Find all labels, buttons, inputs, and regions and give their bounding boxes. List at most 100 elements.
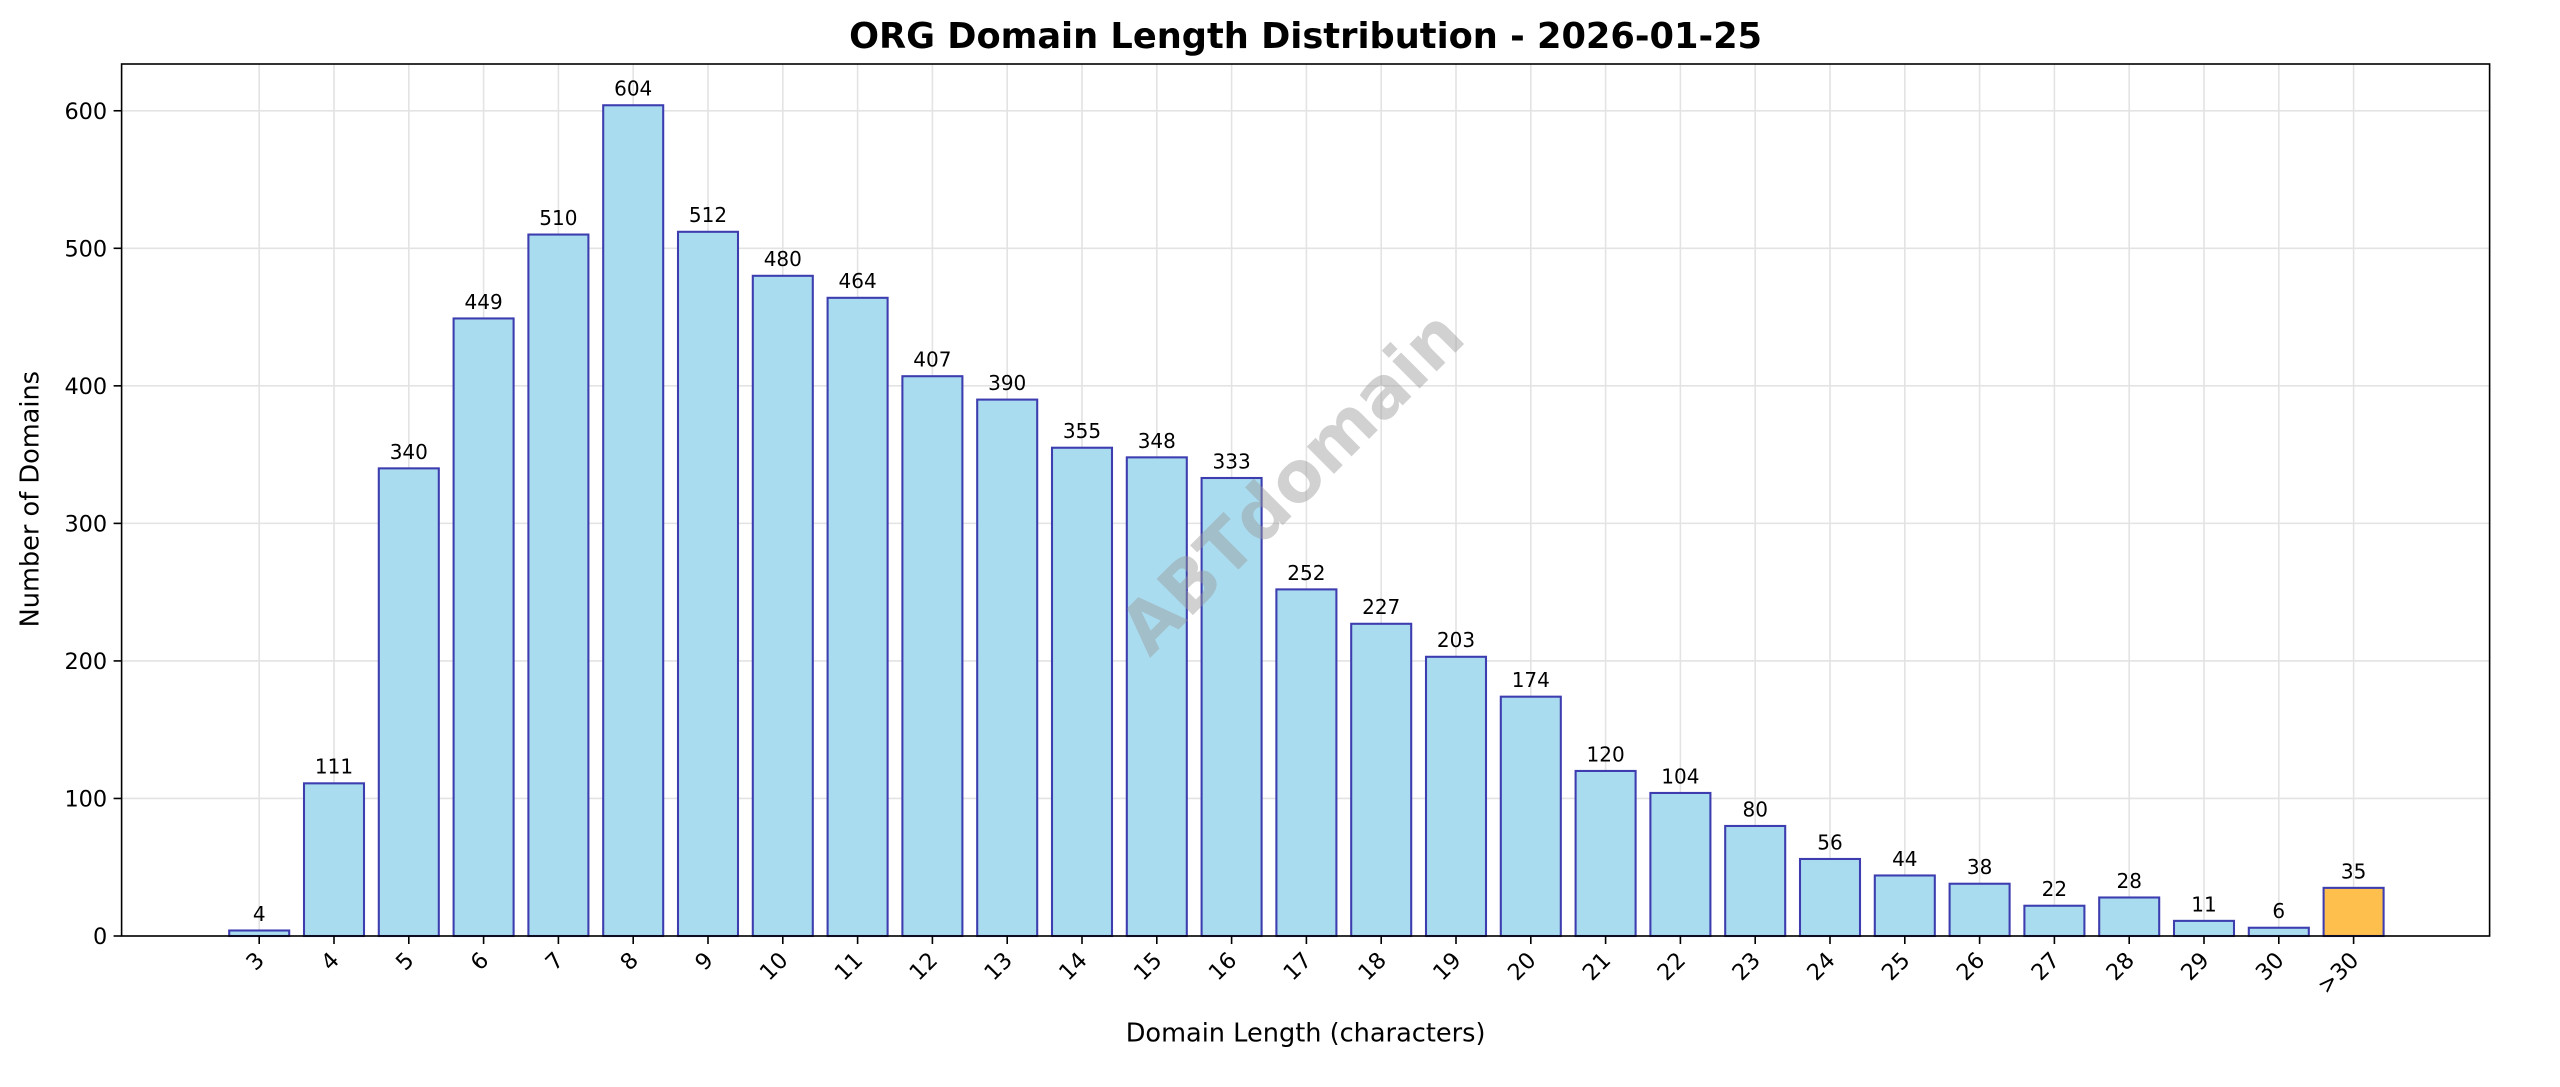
x-tick-label: 25 xyxy=(1877,947,1916,986)
x-tick-label: 12 xyxy=(905,947,944,986)
x-tick-label: 14 xyxy=(1054,947,1093,986)
bar-29 xyxy=(2172,919,2236,938)
x-tick-label: 10 xyxy=(755,947,794,986)
data-label: 28 xyxy=(2116,869,2141,893)
bar-8 xyxy=(602,104,665,938)
x-ticks: 3 4 5 6 7 8 9 10 11 12 13 14 15 16 17 18 19 20 21 22 23 24 25 2… xyxy=(241,936,2364,999)
data-label: 174 xyxy=(1512,668,1550,692)
x-tick-label: >30 xyxy=(2312,947,2364,999)
data-label: 407 xyxy=(913,348,951,372)
data-label: 56 xyxy=(1817,830,1842,854)
x-tick-label: 5 xyxy=(391,947,419,975)
x-tick-label: 29 xyxy=(2176,947,2215,986)
data-label: 348 xyxy=(1138,429,1176,453)
bar-11 xyxy=(826,296,889,938)
bar-17 xyxy=(1275,588,1338,938)
bar-7 xyxy=(527,233,590,938)
data-label: 464 xyxy=(839,269,877,293)
data-label: 104 xyxy=(1661,764,1699,788)
x-tick-label: 22 xyxy=(1653,947,1692,986)
data-label: 80 xyxy=(1742,797,1767,821)
x-tick-label: 21 xyxy=(1578,947,1617,986)
bar-16 xyxy=(1200,476,1263,938)
x-tick-label: 24 xyxy=(1802,947,1841,986)
plot-frame xyxy=(120,63,2491,937)
bar-15 xyxy=(1125,456,1188,938)
bar-9 xyxy=(676,230,740,938)
bar-28 xyxy=(2098,896,2161,938)
bar-21 xyxy=(1574,769,1637,938)
data-label: 38 xyxy=(1967,855,1992,879)
bar-23 xyxy=(1724,824,1787,938)
bars xyxy=(228,104,2385,938)
x-tick-label: 18 xyxy=(1353,947,1392,986)
x-tick-label: 26 xyxy=(1952,947,1991,986)
data-label: 512 xyxy=(689,203,727,227)
y-ticks: 0 100 200 300 400 500 600 xyxy=(64,99,122,950)
data-label: 6 xyxy=(2272,899,2285,923)
data-label: 120 xyxy=(1587,742,1625,766)
y-tick-label: 400 xyxy=(64,374,107,400)
data-label: 449 xyxy=(465,290,503,314)
x-tick-label: 19 xyxy=(1428,947,1467,986)
bar-27 xyxy=(2023,904,2086,938)
data-label: 35 xyxy=(2341,859,2366,883)
bar-10 xyxy=(751,274,814,938)
bar-14 xyxy=(1050,446,1114,938)
data-label: 22 xyxy=(2042,877,2067,901)
x-tick-label: 23 xyxy=(1727,947,1766,986)
bar-20 xyxy=(1499,695,1562,938)
x-tick-label: 4 xyxy=(316,947,344,975)
x-tick-label: 13 xyxy=(979,947,1018,986)
data-label: 44 xyxy=(1892,847,1917,871)
y-tick-label: 500 xyxy=(64,236,107,262)
bar-22 xyxy=(1649,791,1712,938)
bar-25 xyxy=(1873,874,1936,938)
data-label: 355 xyxy=(1063,419,1101,443)
bar-30 xyxy=(2247,926,2310,938)
bar->30 xyxy=(2322,886,2385,938)
data-label: 227 xyxy=(1362,595,1400,619)
bar-19 xyxy=(1424,655,1488,938)
x-tick-label: 15 xyxy=(1129,947,1168,986)
x-tick-label: 7 xyxy=(541,947,569,975)
y-axis-label: Number of Domains xyxy=(15,371,45,627)
y-tick-label: 600 xyxy=(64,99,107,125)
data-label: 203 xyxy=(1437,628,1475,652)
y-tick-label: 100 xyxy=(64,786,107,812)
y-tick-label: 0 xyxy=(93,924,107,950)
x-axis-label: Domain Length (characters) xyxy=(1126,1019,1486,1049)
bar-26 xyxy=(1948,882,2011,938)
data-label: 390 xyxy=(988,371,1026,395)
x-tick-label: 3 xyxy=(241,947,269,975)
data-labels: 4 111 340 449 510 604 512 480 464 407 390 355 348 333… xyxy=(253,77,2366,926)
data-label: 11 xyxy=(2191,892,2216,916)
bar-13 xyxy=(976,398,1039,938)
x-tick-label: 28 xyxy=(2101,947,2140,986)
x-tick-label: 27 xyxy=(2027,947,2066,986)
x-tick-label: 17 xyxy=(1279,947,1318,986)
data-label: 480 xyxy=(764,247,802,271)
y-tick-label: 200 xyxy=(64,649,107,675)
data-label: 510 xyxy=(539,206,577,230)
data-label: 252 xyxy=(1287,561,1325,585)
bar-12 xyxy=(901,375,964,938)
data-label: 604 xyxy=(614,77,652,101)
x-tick-label: 8 xyxy=(615,947,643,975)
bar-6 xyxy=(452,317,515,938)
x-tick-label: 6 xyxy=(466,947,494,975)
data-label: 4 xyxy=(253,902,266,926)
x-tick-label: 9 xyxy=(690,947,718,975)
data-label: 333 xyxy=(1213,449,1251,473)
y-tick-label: 300 xyxy=(64,511,107,537)
data-label: 111 xyxy=(315,755,353,779)
bar-4 xyxy=(302,782,366,938)
x-tick-label: 20 xyxy=(1503,947,1542,986)
data-label: 340 xyxy=(390,440,428,464)
bar-3 xyxy=(228,929,291,938)
x-tick-label: 16 xyxy=(1204,947,1243,986)
bar-5 xyxy=(377,467,440,938)
bar-18 xyxy=(1350,622,1413,938)
x-tick-label: 11 xyxy=(830,947,869,986)
